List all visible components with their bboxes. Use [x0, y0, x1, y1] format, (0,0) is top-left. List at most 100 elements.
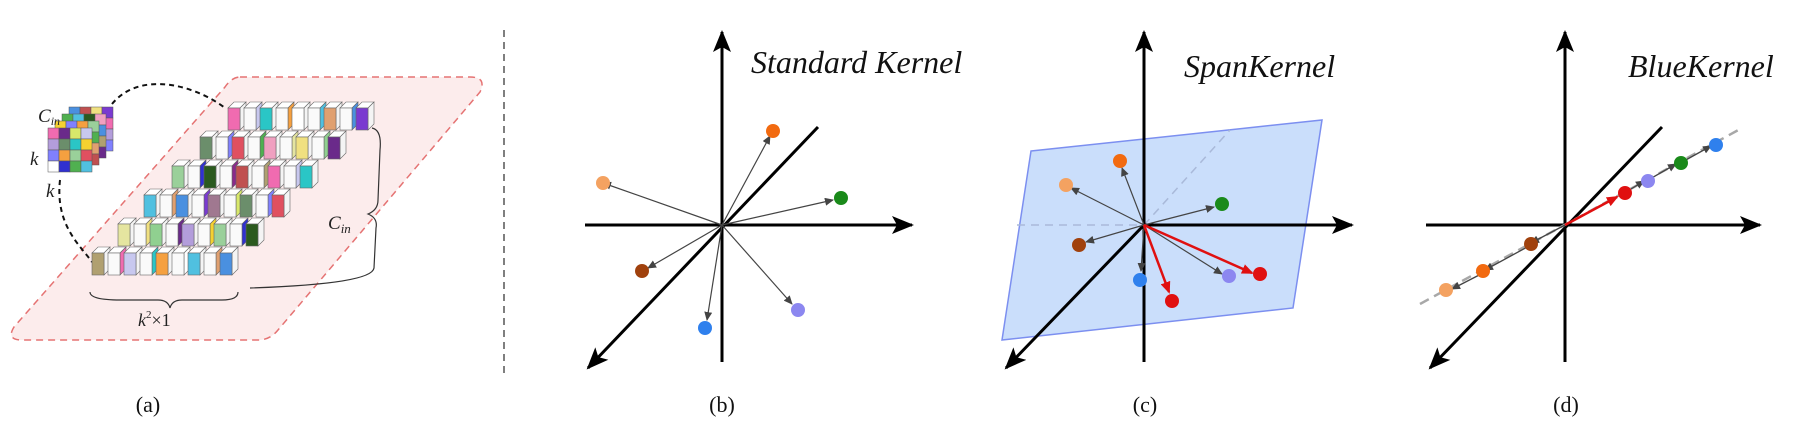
point-lavender [791, 303, 805, 317]
cube [267, 165, 281, 189]
cube [191, 194, 205, 218]
caption-d: (d) [1553, 392, 1579, 417]
cube [223, 194, 237, 218]
point-blue [1709, 138, 1723, 152]
dashed-link-bottom [58, 179, 93, 263]
cube-row [227, 101, 375, 131]
label-cin-top: Cin [38, 106, 60, 128]
cube [275, 107, 289, 131]
red-basis-arrow [1143, 223, 1254, 275]
cube [231, 136, 245, 160]
cube [197, 223, 211, 247]
axis-z [1004, 223, 1146, 370]
kernel-cell [47, 149, 60, 162]
point-green [1674, 156, 1688, 170]
cube [149, 223, 163, 247]
red-basis-arrow [1564, 195, 1619, 227]
cube [107, 252, 121, 276]
cube [263, 136, 277, 160]
panel-c: SpanKernel (c) [1001, 30, 1354, 417]
cube [175, 194, 189, 218]
cube [219, 252, 233, 276]
axis-z [1428, 125, 1664, 370]
cube [255, 194, 269, 218]
panel-d-title: BlueKernel [1628, 48, 1774, 84]
cube [213, 223, 227, 247]
red-basis-arrow [1142, 224, 1171, 294]
cube [247, 136, 261, 160]
panel-b: Standard Kernel (b) [585, 30, 962, 417]
vector-arrow [1649, 163, 1677, 180]
kernel-cell [58, 149, 71, 162]
cube [91, 252, 105, 276]
kernel-cell [69, 160, 82, 173]
cube [259, 107, 273, 131]
point-blue [698, 321, 712, 335]
vector-arrows [602, 135, 834, 321]
point-brown [1072, 238, 1086, 252]
vector-arrow [1143, 224, 1223, 275]
label-cin-right: Cin [328, 213, 351, 236]
cube [243, 107, 257, 131]
point-light-orange [1439, 283, 1453, 297]
cube [165, 223, 179, 247]
cube [271, 194, 285, 218]
point-red [1165, 294, 1179, 308]
point-orange [1113, 154, 1127, 168]
kernel-cell [69, 127, 82, 140]
label-k-left: k [30, 149, 39, 170]
panel-a: Cin k k Cin k2×1 (a) [10, 76, 483, 417]
cube [251, 165, 265, 189]
vector-arrow [1070, 187, 1145, 226]
cube [187, 252, 201, 276]
kernel-cell [47, 160, 60, 173]
brace-k2 [89, 291, 239, 309]
red-basis-arrows [1142, 223, 1254, 294]
cube [143, 194, 157, 218]
point-lavender [1222, 269, 1236, 283]
cube-row [91, 246, 239, 276]
cube [207, 194, 221, 218]
brace-cin [249, 127, 381, 289]
cube [203, 165, 217, 189]
cube [117, 223, 131, 247]
point-orange [1476, 264, 1490, 278]
cube [299, 165, 313, 189]
cube [139, 252, 153, 276]
kernel-cell [47, 127, 60, 140]
panel-d: BlueKernel (d) [1419, 30, 1774, 417]
panel-b-title: Standard Kernel [751, 44, 962, 80]
vector-arrow [721, 224, 793, 305]
kernel-cell [58, 160, 71, 173]
vector-arrows [1070, 167, 1223, 275]
point-orange [766, 124, 780, 138]
kernel-cell [58, 127, 71, 140]
vector-arrow [721, 135, 771, 226]
cube [283, 165, 297, 189]
kernel-cell [47, 138, 60, 151]
caption-a: (a) [136, 392, 160, 417]
kernel-cell [69, 149, 82, 162]
vector-arrow [721, 197, 834, 226]
kernel-cell [80, 149, 93, 162]
kernel-cell [80, 127, 93, 140]
axis-z [586, 125, 820, 370]
cube [311, 136, 325, 160]
cube [279, 136, 293, 160]
point-red [1618, 186, 1632, 200]
kernel-points [1059, 154, 1267, 308]
cube [203, 252, 217, 276]
point-lavender [1641, 174, 1655, 188]
cube [327, 136, 341, 160]
cube [245, 223, 259, 247]
cube [229, 223, 243, 247]
cube [227, 107, 241, 131]
cube [133, 223, 147, 247]
kernel-points [596, 124, 848, 335]
point-light-orange [1059, 178, 1073, 192]
cube [181, 223, 195, 247]
point-blue [1133, 273, 1147, 287]
vector-arrow [602, 181, 723, 226]
vector-arrow [704, 224, 723, 321]
